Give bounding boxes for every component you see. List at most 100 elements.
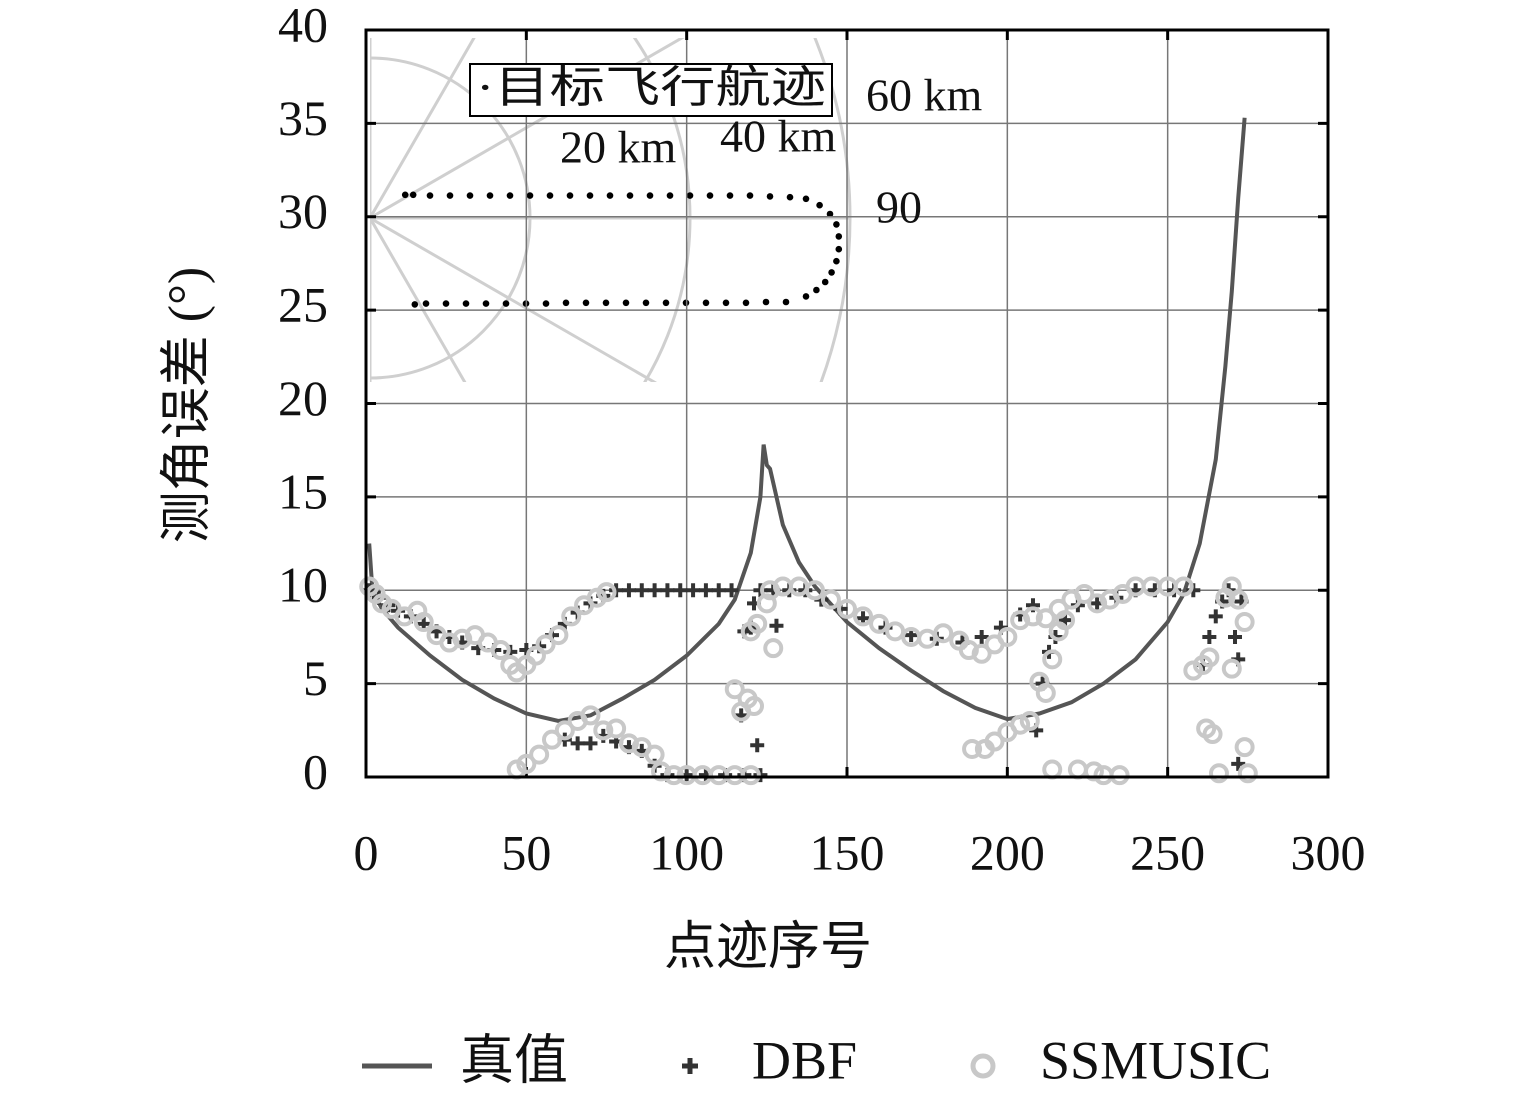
track-point	[502, 300, 510, 307]
dbf-marker	[698, 583, 713, 598]
legend-label: SSMUSIC	[1040, 1030, 1271, 1090]
ssmusic-marker	[740, 765, 761, 786]
ssmusic-marker	[962, 738, 983, 759]
polar-spoke	[370, 216, 658, 382]
ssmusic-marker	[997, 626, 1018, 647]
x-tick-label: 300	[1291, 824, 1366, 880]
track-point	[422, 300, 430, 307]
track-point	[582, 299, 590, 307]
track-point	[546, 192, 554, 199]
ssmusic-marker	[541, 729, 562, 750]
ssmusic-marker	[529, 744, 550, 765]
ssmusic-marker	[596, 582, 617, 603]
r-tick-label: 40 km	[720, 111, 837, 162]
track-point	[411, 301, 419, 308]
dbf-marker	[621, 583, 636, 598]
ssmusic-marker	[1035, 608, 1056, 629]
ssmusic-marker	[724, 679, 745, 700]
track-point	[813, 286, 820, 294]
track-point	[446, 192, 454, 199]
track-point	[566, 192, 574, 199]
ssmusic-marker	[756, 593, 777, 614]
ssmusic-marker	[561, 606, 582, 627]
ssmusic-marker	[644, 744, 665, 765]
ssmusic-marker	[525, 645, 546, 666]
ssmusic-marker	[663, 765, 684, 786]
ssmusic-marker	[490, 640, 511, 661]
track-point	[826, 210, 834, 218]
theta-tick-label: 90	[876, 182, 922, 233]
dbf-marker	[711, 583, 726, 598]
ssmusic-marker	[554, 720, 575, 741]
track-point	[646, 192, 654, 199]
r-tick-label: 20 km	[560, 122, 677, 173]
ssmusic-marker	[1202, 724, 1223, 745]
ssmusic-marker	[1234, 611, 1255, 632]
dbf-marker	[1208, 609, 1223, 624]
x-tick-label: 50	[501, 824, 551, 880]
track-point	[622, 299, 630, 307]
track-point	[816, 201, 823, 209]
ssmusic-marker	[1035, 682, 1056, 703]
x-tick-label: 200	[970, 824, 1045, 880]
legend-circle	[970, 1053, 996, 1079]
track-point	[722, 299, 730, 307]
y-tick-label: 10	[278, 557, 328, 613]
track-point	[833, 221, 840, 228]
dbf-marker	[1228, 629, 1243, 644]
ssmusic-marker	[580, 705, 601, 726]
ssmusic-marker	[853, 606, 874, 627]
track-point	[702, 299, 710, 307]
track-point	[726, 192, 734, 199]
x-tick-label: 0	[354, 824, 379, 880]
track-point	[766, 193, 774, 200]
track-point	[642, 299, 650, 307]
dbf-marker	[570, 736, 585, 751]
ssmusic-marker	[593, 720, 614, 741]
track-point	[401, 191, 409, 199]
track-point	[786, 193, 794, 201]
track-point	[466, 192, 474, 199]
track-point	[662, 299, 670, 307]
ssmusic-marker	[1010, 714, 1031, 735]
ssmusic-marker	[1109, 765, 1130, 786]
track-point	[562, 299, 570, 307]
track-point	[462, 300, 470, 307]
track-point	[833, 257, 840, 265]
ssmusic-marker	[1022, 606, 1043, 627]
ssmusic-marker	[548, 625, 569, 646]
ssmusic-marker	[763, 638, 784, 659]
dbf-marker	[660, 583, 675, 598]
true-line	[367, 117, 1247, 724]
track-point	[606, 192, 614, 199]
track-point	[626, 192, 634, 199]
ssmusic-marker	[1237, 763, 1258, 784]
ssmusic-marker	[1199, 647, 1220, 668]
track-point	[835, 233, 843, 240]
ssmusic-marker	[933, 623, 954, 644]
ssmusic-marker	[1221, 658, 1242, 679]
polar-ring	[370, 56, 532, 380]
track-point	[746, 192, 754, 199]
ssmusic-marker	[1173, 576, 1194, 597]
track-point	[782, 298, 790, 306]
inset-title: ·目标飞行航迹	[476, 63, 826, 112]
track-point	[482, 300, 490, 307]
ssmusic-marker	[747, 613, 768, 634]
legend-label: 真值	[460, 1030, 568, 1090]
x-tick-label: 150	[810, 824, 885, 880]
track-point	[506, 192, 514, 199]
y-tick-label: 15	[278, 463, 328, 519]
x-tick-label: 250	[1130, 824, 1205, 880]
polar-ring	[813, 38, 852, 382]
dbf-marker	[634, 583, 649, 598]
track-point	[802, 195, 810, 203]
legend-plus	[682, 1058, 698, 1074]
r-tick-label: 60 km	[866, 70, 983, 121]
track-point	[526, 192, 534, 199]
track-point	[686, 192, 694, 199]
legend-label: DBF	[752, 1030, 857, 1090]
track-point	[835, 245, 843, 253]
dbf-marker	[673, 583, 688, 598]
dbf-marker	[1231, 756, 1246, 771]
